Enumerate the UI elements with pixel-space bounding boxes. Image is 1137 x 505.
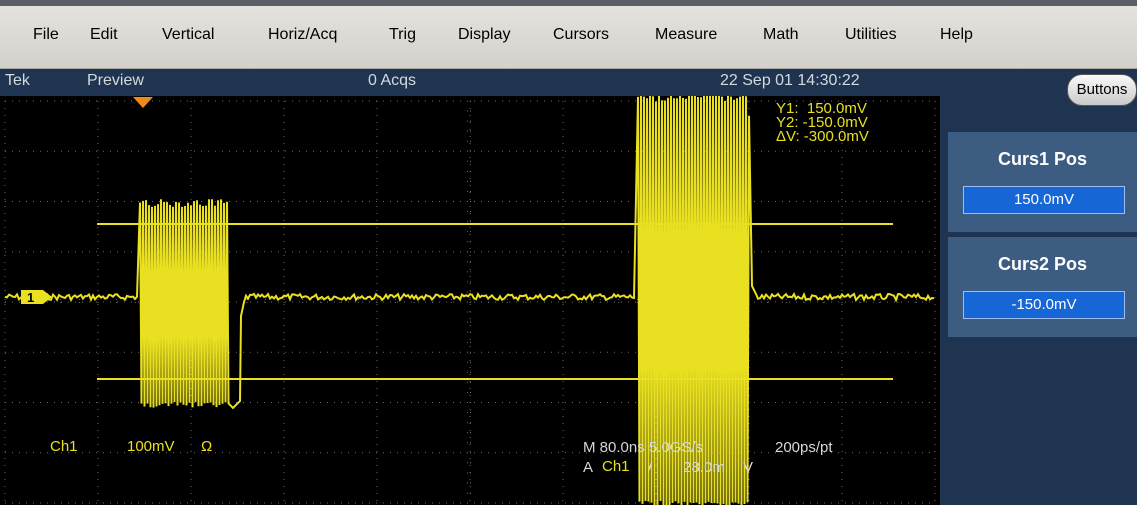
graticule-and-trace bbox=[4, 96, 936, 505]
trigger-prefix: A bbox=[583, 459, 594, 476]
channel-coupling: Ω bbox=[201, 438, 213, 455]
menu-file[interactable]: File bbox=[33, 26, 59, 43]
curs2-title: Curs2 Pos bbox=[997, 254, 1088, 274]
menu-help[interactable]: Help bbox=[940, 26, 973, 43]
channel-name: Ch1 bbox=[50, 438, 78, 455]
channel-scale: 100mV bbox=[127, 438, 175, 455]
curs1-pos-control: Curs1 Pos 150.0mV bbox=[948, 132, 1137, 232]
trigger-unit: V bbox=[743, 459, 754, 476]
menu-trig[interactable]: Trig bbox=[389, 26, 416, 43]
sample-interval: 200ps/pt bbox=[775, 439, 833, 456]
cursor-y2-readout: Y2: -150.0mV bbox=[776, 114, 868, 131]
curs2-pos-field[interactable]: -150.0mV bbox=[963, 291, 1125, 319]
menu-edit[interactable]: Edit bbox=[90, 26, 118, 43]
mode-label: Preview bbox=[87, 72, 144, 89]
timebase-readout: M 80.0ns 5.0GS/s bbox=[583, 439, 704, 456]
cursor-y1-readout: Y1: 150.0mV bbox=[776, 100, 867, 117]
menu-utilities[interactable]: Utilities bbox=[845, 26, 897, 43]
waveform-display[interactable]: 1 Y1: 150.0mV Y2: -150.0mV ΔV: -300.0mV … bbox=[0, 96, 940, 505]
status-bar: Tek Preview 0 Acqs 22 Sep 01 14:30:22 bbox=[0, 69, 940, 96]
menu-display[interactable]: Display bbox=[458, 26, 511, 43]
menu-bar: File Edit Vertical Horiz/Acq Trig Displa… bbox=[0, 0, 1137, 69]
menu-horiz-acq[interactable]: Horiz/Acq bbox=[268, 26, 338, 43]
trigger-position-marker bbox=[133, 97, 153, 108]
menu-measure[interactable]: Measure bbox=[655, 26, 718, 43]
brand-label: Tek bbox=[5, 72, 30, 89]
trigger-level: 28.0m bbox=[683, 459, 725, 476]
ch1-waveform bbox=[4, 96, 935, 505]
curs1-pos-field[interactable]: 150.0mV bbox=[963, 186, 1125, 214]
buttons-toggle-button[interactable]: Buttons bbox=[1067, 74, 1137, 106]
cursor-delta-readout: ΔV: -300.0mV bbox=[776, 128, 869, 145]
ground-marker-bg bbox=[21, 290, 43, 304]
date-time: 22 Sep 01 14:30:22 bbox=[720, 72, 860, 89]
ground-marker-arrow bbox=[43, 290, 52, 304]
trigger-slope-icon: / bbox=[648, 459, 653, 476]
curs1-title: Curs1 Pos bbox=[997, 149, 1088, 169]
curs2-pos-control: Curs2 Pos -150.0mV bbox=[948, 237, 1137, 337]
acquisition-count: 0 Acqs bbox=[368, 72, 417, 89]
title-strip bbox=[0, 0, 1137, 6]
channel-ground-marker-label: 1 bbox=[27, 290, 35, 305]
menu-vertical[interactable]: Vertical bbox=[162, 26, 215, 43]
trigger-source: Ch1 bbox=[602, 458, 630, 475]
menu-math[interactable]: Math bbox=[763, 26, 799, 43]
menu-cursors[interactable]: Cursors bbox=[553, 26, 610, 43]
